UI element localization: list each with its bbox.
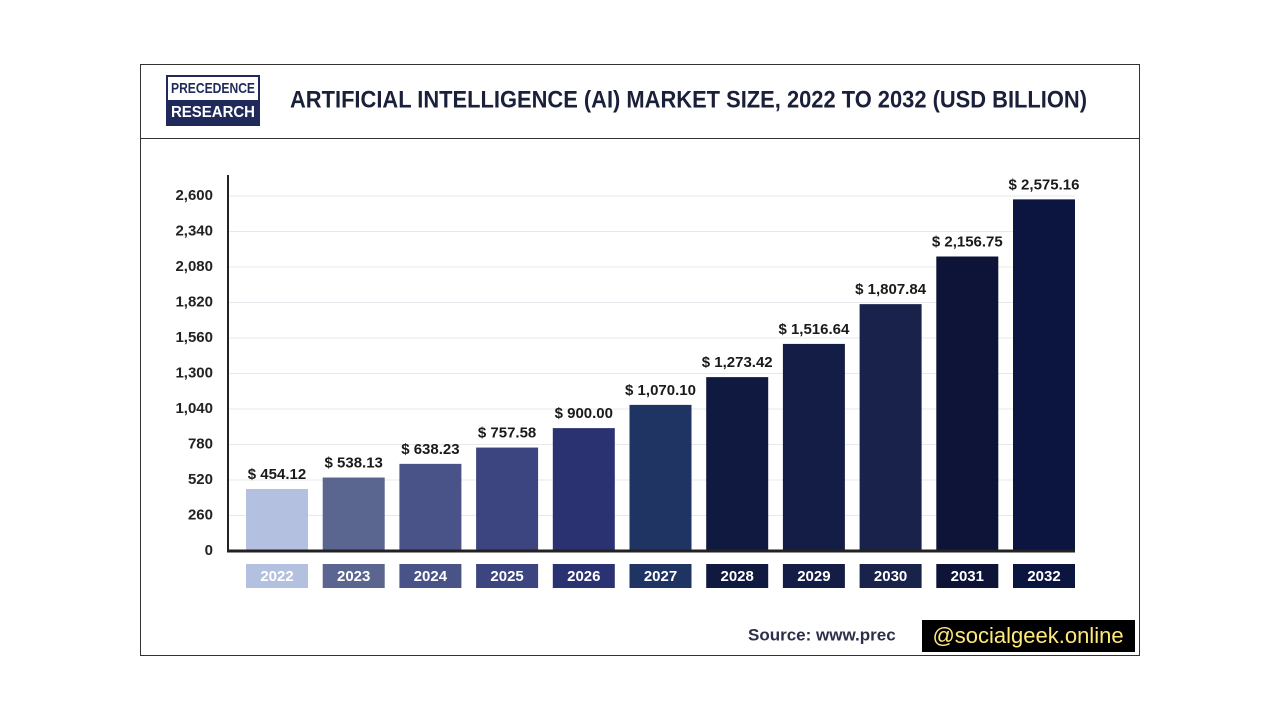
value-label: $ 1,807.84 [855,281,927,298]
x-tick-label: 2026 [567,568,600,585]
bar [322,477,385,551]
y-tick-label: 0 [205,542,213,559]
category-box [552,564,615,588]
y-tick-label: 2,600 [175,187,213,204]
category-box [476,564,539,588]
y-tick-label: 1,820 [175,293,213,310]
y-tick-label: 780 [188,435,213,452]
x-tick-label: 2022 [260,568,293,585]
x-tick-label: 2029 [797,568,830,585]
value-label: $ 900.00 [555,405,613,422]
y-tick-label: 260 [188,506,213,523]
bar [706,377,769,551]
value-label: $ 1,273.42 [702,354,773,371]
category-box [936,564,999,588]
bar [246,488,308,551]
x-tick-label: 2031 [951,568,984,585]
logo-bottom: RESEARCH [171,104,255,121]
x-tick-label: 2024 [414,568,448,585]
bar [936,256,999,551]
x-tick-label: 2027 [644,568,677,585]
x-tick-label: 2023 [337,568,370,585]
value-label: $ 1,070.10 [625,382,696,399]
logo-band [167,100,259,125]
bar [552,428,615,551]
x-tick-label: 2028 [721,568,754,585]
chart-title: ARTIFICIAL INTELLIGENCE (AI) MARKET SIZE… [290,86,1087,113]
bar [1013,199,1075,552]
y-tick-label: 1,560 [175,329,213,346]
watermark: @socialgeek.online [932,623,1123,648]
value-label: $ 538.13 [325,454,383,471]
category-box [782,564,845,588]
value-label: $ 1,516.64 [778,321,850,338]
watermark-box [922,620,1135,652]
y-tick-label: 1,300 [175,364,213,381]
category-box [246,564,308,588]
x-tick-label: 2025 [490,568,523,585]
category-box [322,564,385,588]
category-box [859,564,922,588]
y-tick-label: 520 [188,471,213,488]
value-label: $ 454.12 [248,466,306,483]
value-label: $ 2,156.75 [932,233,1003,250]
y-tick-label: 2,340 [175,222,213,239]
category-box [629,564,692,588]
bar [859,304,922,551]
category-box [706,564,769,588]
bar [629,404,692,551]
category-box [399,564,462,588]
bar [476,447,539,551]
x-tick-label: 2032 [1027,568,1060,585]
x-tick-label: 2030 [874,568,907,585]
value-label: $ 638.23 [401,441,459,458]
source: Source: www.prec [748,625,896,644]
value-label: $ 2,575.16 [1009,176,1080,193]
bar [399,463,462,551]
bar [782,343,845,551]
category-box [1013,564,1075,588]
y-tick-label: 2,080 [175,258,213,275]
value-label: $ 757.58 [478,425,536,442]
logo-top: PRECEDENCE [171,80,255,97]
y-tick-label: 1,040 [175,400,213,417]
